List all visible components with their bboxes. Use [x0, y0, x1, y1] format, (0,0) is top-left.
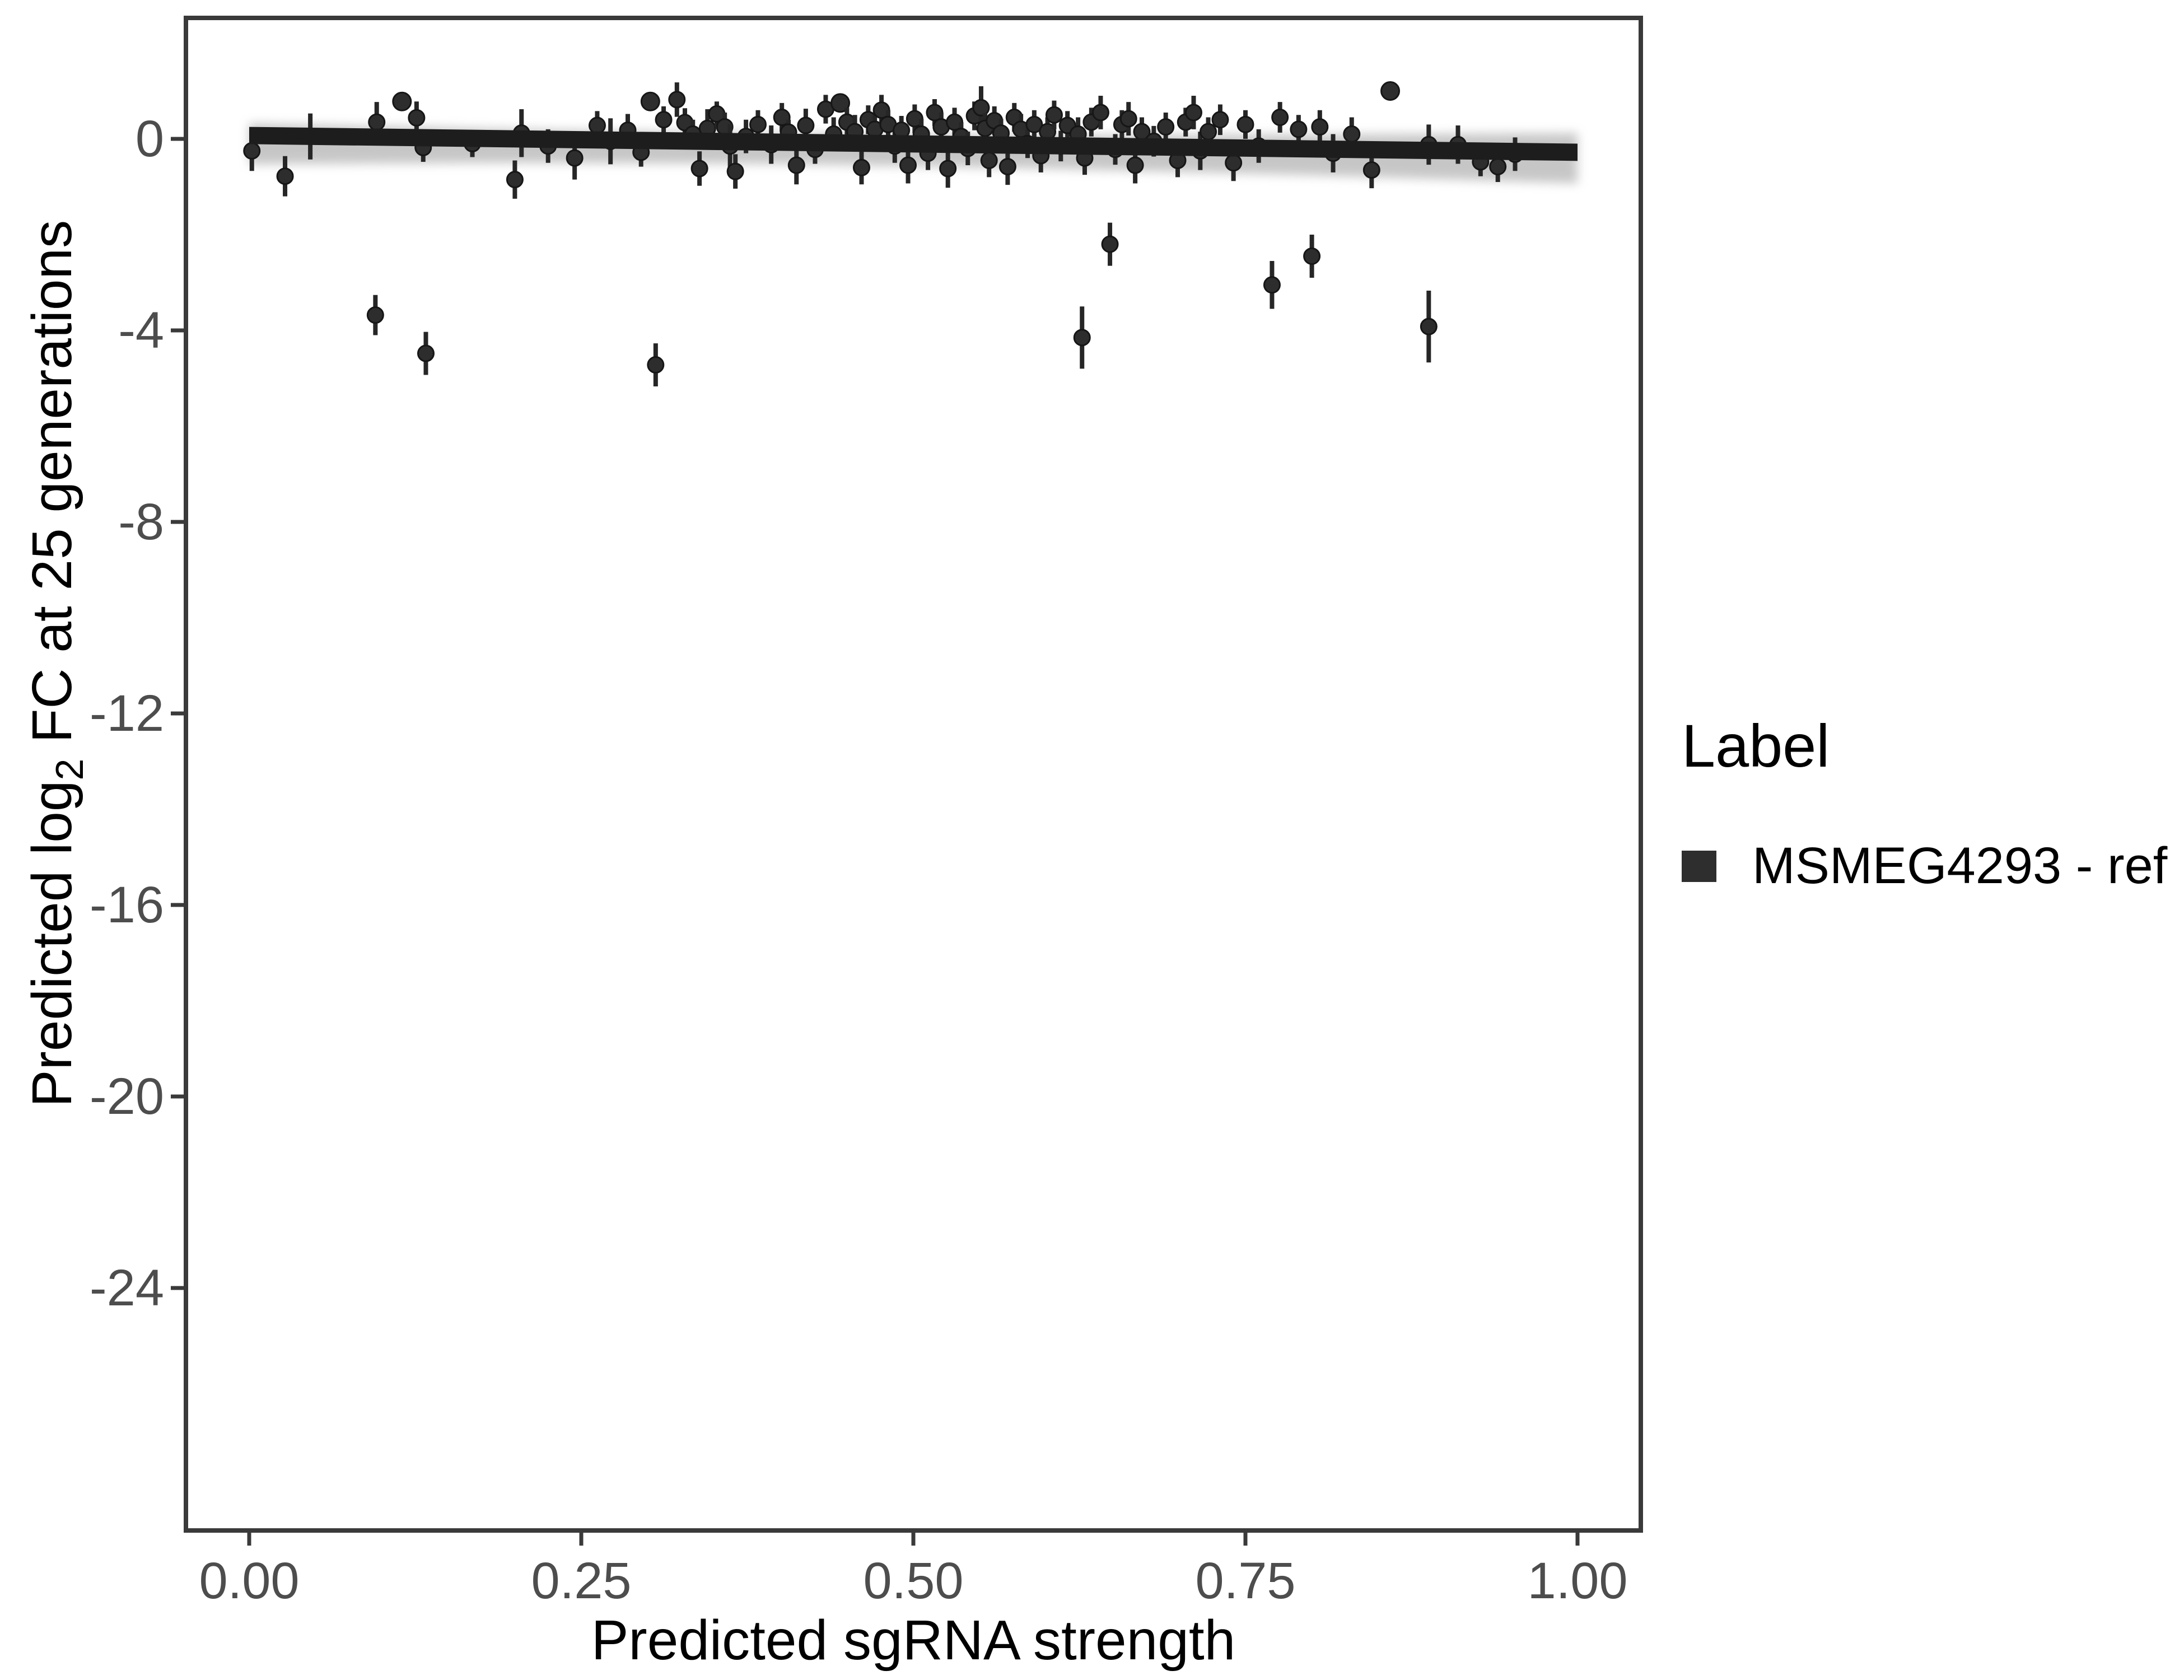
data-point	[417, 344, 435, 362]
data-point	[939, 160, 957, 178]
x-axis-title: Predicted sgRNA strength	[591, 1609, 1236, 1672]
data-point	[773, 109, 791, 127]
legend-entry-label: MSMEG4293 - ref	[1752, 837, 2168, 894]
data-point	[852, 158, 870, 176]
data-point	[1184, 104, 1202, 122]
data-point	[366, 306, 384, 324]
data-point	[1290, 120, 1308, 138]
data-point	[1211, 111, 1229, 129]
data-point	[1126, 156, 1144, 174]
data-point	[830, 93, 851, 113]
data-point	[726, 162, 744, 180]
data-point	[1157, 118, 1175, 136]
data-point	[1101, 235, 1119, 253]
data-point	[899, 156, 917, 174]
data-point	[647, 356, 665, 374]
data-point	[1271, 109, 1289, 127]
y-tick-label: -8	[118, 493, 164, 550]
x-tick-label: 0.50	[863, 1552, 964, 1609]
data-point	[243, 142, 261, 160]
data-point	[655, 111, 673, 129]
data-point	[1200, 123, 1217, 141]
data-point	[797, 116, 815, 134]
data-point	[276, 167, 294, 185]
plot-panel-border	[184, 16, 1643, 1533]
y-tick-label: -12	[90, 685, 164, 742]
data-point	[998, 158, 1016, 176]
data-point	[668, 91, 686, 109]
y-tick-label: -16	[90, 876, 164, 934]
panel-border-and-ticks	[171, 16, 1643, 1546]
data-point	[980, 151, 998, 169]
data-point	[787, 156, 805, 174]
data-point	[1362, 161, 1380, 179]
data-point	[1045, 106, 1063, 124]
data-point	[640, 91, 660, 111]
data-point	[1311, 118, 1329, 136]
x-tick-label: 0.75	[1195, 1552, 1296, 1609]
data-point	[392, 91, 412, 111]
data-point	[588, 116, 606, 134]
data-point	[1303, 247, 1321, 265]
data-point	[1380, 81, 1401, 101]
data-point	[972, 99, 990, 116]
data-point	[408, 109, 426, 127]
data-point	[1236, 115, 1254, 133]
y-tick-label: -20	[90, 1068, 164, 1125]
y-tick-label: -24	[90, 1259, 164, 1317]
y-axis-title-subscript: 2	[48, 758, 91, 781]
x-tick-label: 1.00	[1527, 1552, 1628, 1609]
legend: Label MSMEG4293 - ref	[1682, 712, 2167, 895]
data-point	[1420, 318, 1438, 335]
data-point	[1025, 115, 1043, 133]
legend-entry: MSMEG4293 - ref	[1682, 837, 2167, 895]
y-axis-title-post: FC at 25 generations	[21, 220, 83, 759]
data-point	[368, 113, 386, 131]
data-point	[566, 149, 584, 167]
data-point	[1225, 154, 1243, 172]
data-point	[690, 160, 708, 178]
y-axis-title-pre: Predicted log	[21, 780, 83, 1108]
y-axis-title: Predicted log2 FC at 25 generations	[20, 220, 92, 1107]
y-tick-label: 0	[135, 110, 164, 167]
legend-swatch-icon	[1682, 850, 1716, 882]
regression-band	[249, 127, 1578, 161]
data-point	[1073, 329, 1091, 347]
x-tick-label: 0.00	[199, 1552, 300, 1609]
data-point	[1263, 276, 1281, 294]
data-point	[1489, 158, 1507, 176]
data-point	[1119, 110, 1137, 128]
data-point	[1091, 104, 1109, 122]
regression-line	[249, 127, 1578, 161]
x-tick-label: 0.25	[531, 1552, 632, 1609]
legend-title: Label	[1682, 712, 1830, 780]
data-point	[749, 115, 767, 133]
y-tick-label: -4	[118, 302, 164, 359]
data-point	[1343, 125, 1361, 143]
data-point	[506, 171, 524, 189]
